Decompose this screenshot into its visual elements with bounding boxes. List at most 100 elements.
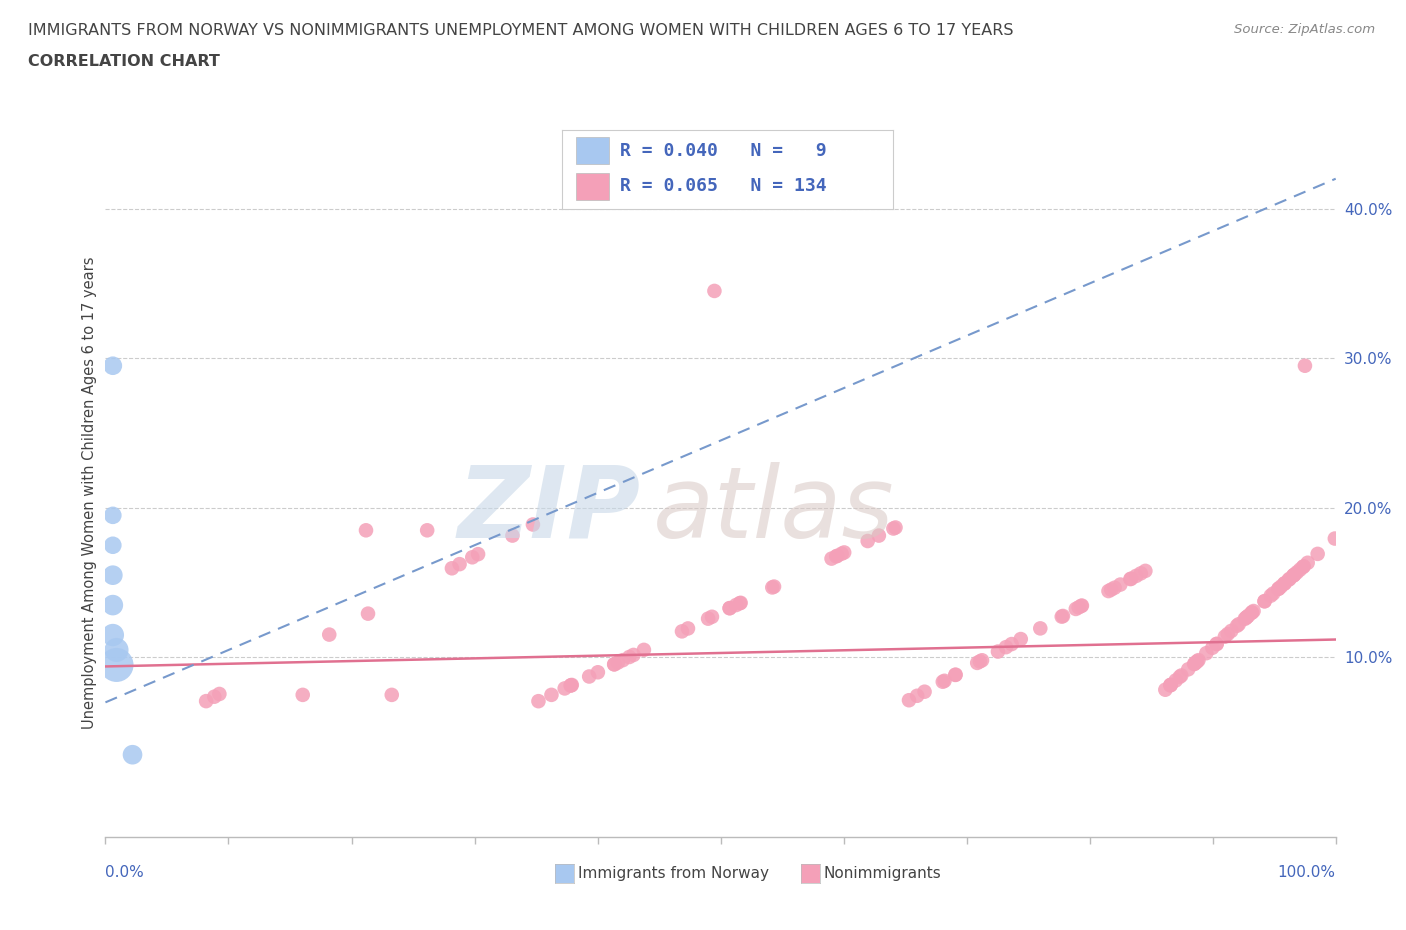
Point xyxy=(1195,645,1218,660)
Point xyxy=(1177,662,1199,677)
Point xyxy=(882,521,904,536)
Point xyxy=(1282,568,1305,583)
Point xyxy=(606,655,628,670)
Point xyxy=(1220,623,1243,638)
Point xyxy=(1050,609,1073,624)
Point xyxy=(1160,678,1182,693)
Point xyxy=(1292,559,1315,574)
Point xyxy=(1284,567,1306,582)
Point xyxy=(831,546,853,561)
Point xyxy=(1201,641,1223,656)
Point xyxy=(820,551,842,566)
Point xyxy=(603,657,626,671)
Point xyxy=(1160,677,1182,692)
Text: Nonimmigrants: Nonimmigrants xyxy=(824,866,942,881)
Point xyxy=(1185,655,1208,670)
Point xyxy=(1125,568,1147,583)
Point xyxy=(121,748,143,763)
Point xyxy=(578,669,600,684)
Point xyxy=(905,688,928,703)
Point xyxy=(1236,610,1258,625)
Point xyxy=(676,621,699,636)
Point xyxy=(728,596,751,611)
Point xyxy=(1216,627,1239,642)
Point xyxy=(202,689,225,704)
Point xyxy=(1000,637,1022,652)
Text: CORRELATION CHART: CORRELATION CHART xyxy=(28,54,219,69)
Text: 100.0%: 100.0% xyxy=(1278,865,1336,880)
Point xyxy=(1226,618,1249,633)
Text: R = 0.065   N = 134: R = 0.065 N = 134 xyxy=(620,177,827,195)
Point xyxy=(1267,581,1289,596)
Point xyxy=(671,624,693,639)
Point xyxy=(718,601,741,616)
Point xyxy=(1010,631,1032,646)
Text: ZIP: ZIP xyxy=(457,461,641,559)
Point xyxy=(1185,654,1208,669)
Point xyxy=(1159,678,1181,693)
Point xyxy=(1263,586,1285,601)
Point xyxy=(718,601,741,616)
Point xyxy=(1282,568,1305,583)
Point xyxy=(633,643,655,658)
Point xyxy=(1154,683,1177,698)
FancyBboxPatch shape xyxy=(575,173,609,200)
Point xyxy=(825,549,848,564)
Point xyxy=(208,686,231,701)
Point xyxy=(1243,604,1265,618)
Point xyxy=(1296,555,1319,570)
Point xyxy=(1070,599,1092,614)
Point xyxy=(987,644,1010,659)
Point xyxy=(357,606,380,621)
Text: IMMIGRANTS FROM NORWAY VS NONIMMIGRANTS UNEMPLOYMENT AMONG WOMEN WITH CHILDREN A: IMMIGRANTS FROM NORWAY VS NONIMMIGRANTS … xyxy=(28,23,1014,38)
FancyBboxPatch shape xyxy=(575,138,609,165)
Point xyxy=(1205,636,1227,651)
Point xyxy=(101,598,124,613)
Point xyxy=(898,693,921,708)
Point xyxy=(1187,653,1209,668)
Point xyxy=(1109,578,1132,592)
Point xyxy=(1233,611,1256,626)
Point xyxy=(1099,582,1122,597)
Point xyxy=(586,665,609,680)
Point xyxy=(1119,572,1142,587)
Point xyxy=(1182,657,1205,671)
Point xyxy=(560,678,582,693)
Point xyxy=(101,567,124,582)
Point xyxy=(697,611,720,626)
Point xyxy=(449,557,471,572)
Point xyxy=(832,545,855,560)
Point xyxy=(1070,598,1092,613)
Point xyxy=(101,538,124,552)
Point xyxy=(1237,608,1260,623)
Text: R = 0.040   N =   9: R = 0.040 N = 9 xyxy=(620,142,827,160)
Point xyxy=(623,647,645,662)
Point xyxy=(1306,547,1329,562)
Point xyxy=(1270,579,1292,594)
Point xyxy=(603,657,626,671)
Point xyxy=(105,658,128,672)
Point xyxy=(1240,605,1263,620)
Point xyxy=(1267,581,1289,596)
Point xyxy=(1227,617,1250,631)
Point xyxy=(1029,621,1052,636)
Point xyxy=(825,549,848,564)
Point xyxy=(467,547,489,562)
Text: atlas: atlas xyxy=(652,461,894,559)
Point xyxy=(1323,531,1346,546)
Point xyxy=(1129,566,1152,581)
Point xyxy=(291,687,314,702)
Point xyxy=(1184,657,1206,671)
Point xyxy=(1236,610,1258,625)
Point xyxy=(932,674,955,689)
Point xyxy=(1170,668,1192,683)
Text: 0.0%: 0.0% xyxy=(105,865,145,880)
Point xyxy=(1274,576,1296,591)
Text: Immigrants from Norway: Immigrants from Norway xyxy=(578,866,769,881)
Point xyxy=(1285,565,1308,579)
Point xyxy=(1052,608,1074,623)
Point xyxy=(1289,562,1312,577)
Point xyxy=(540,687,562,702)
Point xyxy=(522,517,544,532)
Point xyxy=(195,694,218,709)
